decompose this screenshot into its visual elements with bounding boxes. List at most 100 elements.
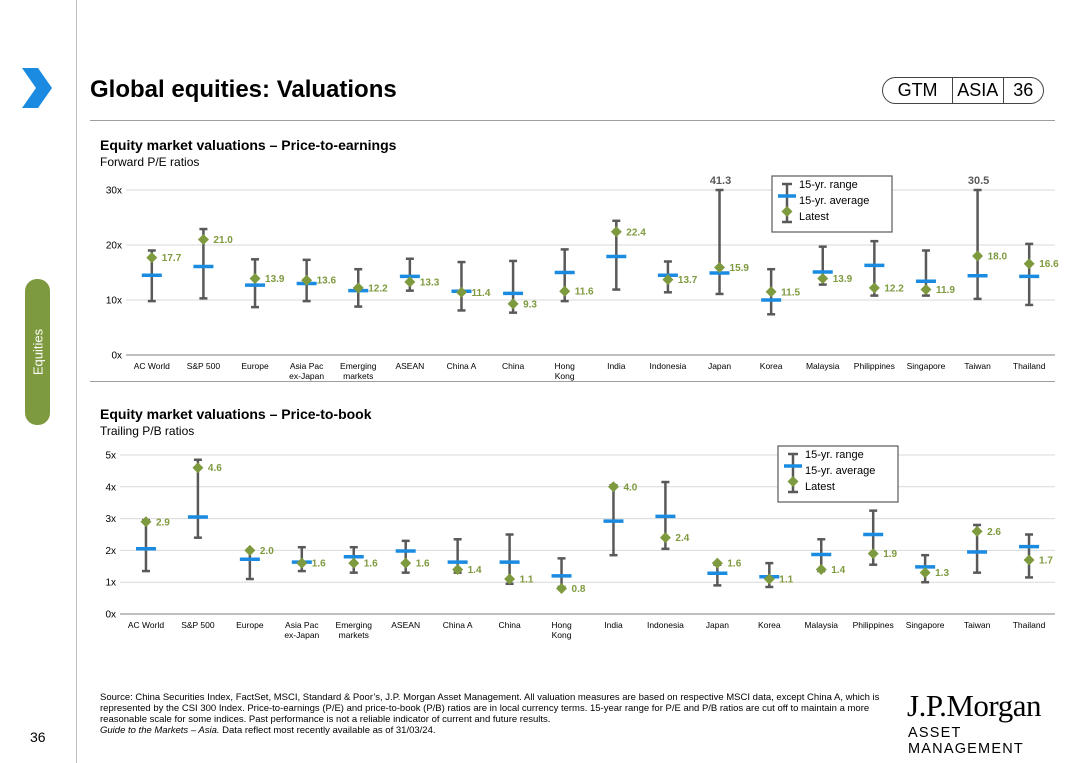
page-title: Global equities: Valuations [90, 76, 397, 103]
pe-data-label: 15.9 [730, 263, 750, 274]
pb-y-tick-label: 0x [105, 610, 116, 621]
pb-category-label: Emerging [336, 620, 373, 630]
pe-category-label: Singapore [907, 361, 946, 371]
pb-y-tick-label: 5x [105, 451, 116, 462]
pe-data-label: 12.2 [368, 283, 388, 294]
pb-data-label: 1.6 [416, 559, 430, 570]
pb-data-label: 1.9 [883, 549, 897, 560]
pe-category-label: ASEAN [395, 361, 424, 371]
section-tab-equities[interactable]: Equities [25, 279, 50, 425]
pe-y-tick-label: 10x [106, 296, 122, 307]
pe-y-tick-label: 20x [106, 241, 122, 252]
header-divider [90, 120, 1055, 121]
pe-latest-point [352, 282, 364, 294]
pe-data-label: 11.9 [936, 285, 955, 296]
pb-category-label: ASEAN [391, 620, 420, 630]
pe-latest-point [146, 252, 158, 264]
pe-latest-point [301, 274, 313, 286]
source-text: Source: China Securities Index, FactSet,… [100, 692, 880, 725]
pb-category-label: Thailand [1013, 620, 1046, 630]
badge-gtm: GTM [883, 78, 954, 103]
jpmorgan-logo: J.P.Morgan [907, 688, 1041, 723]
pe-data-label: 22.4 [626, 227, 646, 238]
gtm-badge: GTM ASIA 36 [882, 77, 1044, 104]
pe-latest-point [765, 286, 777, 298]
pe-category-label: Indonesia [649, 361, 686, 371]
pe-chart-subtitle: Forward P/E ratios [100, 155, 200, 169]
guide-title: Guide to the Markets – Asia. [100, 725, 220, 736]
pb-latest-point [763, 573, 775, 585]
asset-management-logo: ASSET MANAGEMENT [908, 725, 1024, 757]
pb-latest-point [815, 563, 827, 575]
pb-y-tick-label: 3x [105, 514, 116, 525]
pe-chart-title: Equity market valuations – Price-to-earn… [100, 137, 397, 153]
pe-data-label: 13.7 [678, 275, 698, 286]
pe-latest-point [662, 274, 674, 286]
pb-category-label: Philippines [853, 620, 894, 630]
badge-region: ASIA [953, 78, 1004, 103]
pe-data-label: 12.2 [884, 283, 904, 294]
pe-cutoff-label: 30.5 [968, 175, 989, 187]
pe-legend-latest-icon [781, 206, 793, 217]
pe-category-label: Europe [241, 361, 269, 371]
pe-latest-point [1023, 258, 1035, 270]
pe-cutoff-label: 41.3 [710, 175, 731, 187]
pe-category-label: India [607, 361, 626, 371]
pe-latest-point [714, 262, 726, 274]
pb-category-label: ex-Japan [284, 630, 319, 640]
pb-latest-point [504, 573, 516, 585]
pb-latest-point [192, 462, 204, 474]
source-note: Source: China Securities Index, FactSet,… [100, 692, 890, 736]
pe-data-label: 13.9 [265, 274, 285, 285]
pe-legend-latest-label: Latest [799, 211, 829, 223]
pb-latest-point [711, 557, 723, 569]
pe-category-label: markets [343, 371, 373, 381]
pb-legend-range-label: 15-yr. range [805, 449, 864, 461]
pb-latest-point [556, 583, 568, 595]
pb-data-label: 2.0 [260, 546, 274, 557]
pe-category-label: Philippines [854, 361, 895, 371]
pb-data-label: 1.1 [520, 575, 534, 586]
pe-category-label: ex-Japan [289, 371, 324, 381]
chevron-right-icon [22, 68, 52, 108]
pe-latest-point [197, 234, 209, 245]
pe-category-label: Korea [760, 361, 783, 371]
page-number: 36 [30, 729, 46, 745]
pb-latest-point [244, 544, 256, 556]
pb-latest-point [1023, 554, 1035, 566]
pe-category-label: Hong [555, 361, 576, 371]
pb-category-label: Malaysia [804, 620, 838, 630]
pb-chart-subtitle: Trailing P/B ratios [100, 424, 195, 438]
pb-category-label: Japan [706, 620, 729, 630]
pe-latest-point [972, 250, 984, 262]
pe-data-label: 11.5 [781, 287, 800, 298]
pb-data-label: 1.4 [468, 565, 482, 576]
pb-latest-point [296, 557, 308, 569]
pb-data-label: 2.9 [156, 517, 170, 528]
pe-data-label: 13.6 [317, 276, 337, 287]
pb-data-label: 1.3 [935, 568, 949, 579]
pe-category-label: Asia Pac [290, 361, 324, 371]
pe-latest-point [249, 273, 261, 285]
pb-category-label: Singapore [906, 620, 945, 630]
pe-latest-point [610, 226, 622, 238]
pb-latest-point [607, 481, 619, 493]
pe-latest-point [868, 282, 880, 294]
pb-category-label: Asia Pac [285, 620, 319, 630]
pe-data-label: 11.6 [575, 287, 594, 298]
pb-latest-point [400, 557, 412, 569]
pb-y-tick-label: 1x [105, 578, 116, 589]
pe-legend-range-label: 15-yr. range [799, 179, 858, 191]
pb-data-label: 1.1 [779, 575, 793, 586]
pb-category-label: Taiwan [964, 620, 991, 630]
pb-category-label: Hong [551, 620, 572, 630]
pe-category-label: Taiwan [964, 361, 991, 371]
pe-data-label: 17.7 [162, 253, 182, 264]
pb-category-label: China [498, 620, 520, 630]
pe-data-label: 13.9 [833, 274, 853, 285]
pe-category-label: Thailand [1013, 361, 1046, 371]
pb-latest-point [971, 525, 983, 537]
pe-latest-point [507, 298, 519, 310]
